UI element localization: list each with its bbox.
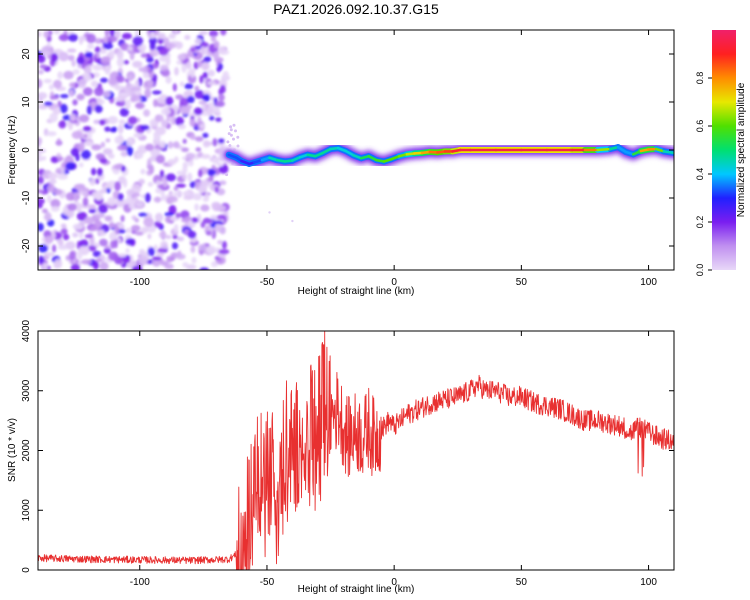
spectrogram-y-ticks: -20 -10 0 10 20 (21, 48, 674, 253)
y-tick-label: 0 (21, 147, 32, 153)
spectrogram-ridge (219, 138, 674, 173)
snr-plot: -100 -50 0 50 100 0 1000 2000 3000 4000 Height o… (7, 319, 675, 595)
colorbar-tick-label: 0.0 (695, 264, 705, 277)
spectrogram-y-axis-label: Frequency (Hz) (7, 116, 18, 185)
spectrogram-x-ticks: -100 -50 0 50 100 (130, 30, 657, 288)
x-tick-label: 50 (516, 577, 528, 588)
y-tick-label: 2000 (21, 439, 32, 462)
y-tick-label: -10 (21, 190, 32, 205)
colorbar-tick-label: 0.8 (695, 72, 705, 85)
colorbar: 0.0 0.2 0.4 0.6 0.8 Normalized spectral ampl… (695, 30, 747, 276)
spectrogram-x-axis-label: Height of straight line (km) (298, 286, 415, 297)
y-tick-label: 4000 (21, 319, 32, 342)
colorbar-tick-label: 0.6 (695, 120, 705, 133)
snr-x-ticks: -100 -50 0 50 100 (130, 331, 657, 588)
y-tick-label: 1000 (21, 499, 32, 522)
x-tick-label: -100 (130, 577, 150, 588)
x-tick-label: -50 (260, 577, 275, 588)
x-tick-label: -100 (130, 277, 150, 288)
x-tick-label: 0 (391, 577, 397, 588)
colorbar-label: Normalized spectral amplitude (736, 82, 747, 217)
snr-x-axis-label: Height of straight line (km) (298, 584, 415, 595)
x-tick-label: 100 (640, 577, 657, 588)
x-tick-label: 0 (391, 277, 397, 288)
snr-y-axis-label: SNR (10 * v/v) (7, 418, 18, 482)
colorbar-ticks: 0.0 0.2 0.4 0.6 0.8 (695, 72, 712, 277)
y-tick-label: 0 (21, 567, 32, 573)
colorbar-gradient (712, 30, 736, 270)
colorbar-tick-label: 0.2 (695, 216, 705, 229)
x-tick-label: 50 (516, 277, 528, 288)
snr-series-line (38, 331, 674, 570)
y-tick-label: -20 (21, 238, 32, 253)
y-tick-label: 10 (21, 96, 32, 108)
x-tick-label: 100 (640, 277, 657, 288)
y-tick-label: 20 (21, 48, 32, 60)
y-tick-label: 3000 (21, 379, 32, 402)
spectrogram-noise-region (38, 30, 294, 270)
figure-title: PAZ1.2026.092.10.37.G15 (273, 1, 439, 17)
colorbar-tick-label: 0.4 (695, 168, 705, 181)
snr-y-ticks: 0 1000 2000 3000 4000 (21, 319, 674, 573)
x-tick-label: -50 (260, 277, 275, 288)
